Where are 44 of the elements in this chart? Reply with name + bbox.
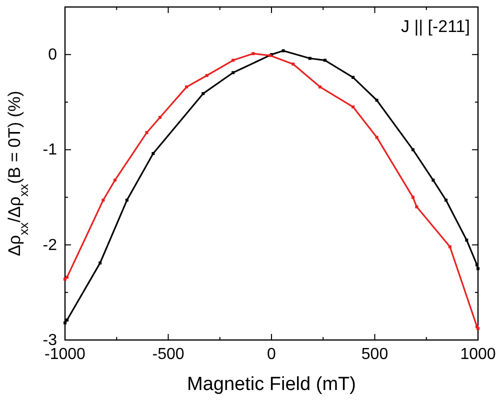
point bbox=[432, 178, 435, 182]
y-tick-label: -2 bbox=[42, 236, 58, 254]
point bbox=[282, 49, 285, 52]
point bbox=[292, 62, 295, 66]
y-tick-label: -1 bbox=[42, 142, 58, 159]
point bbox=[202, 92, 205, 96]
point bbox=[308, 56, 312, 60]
point bbox=[185, 85, 188, 88]
y-tick-label: 0 bbox=[48, 46, 58, 64]
point bbox=[411, 148, 414, 152]
point bbox=[465, 238, 468, 242]
point bbox=[444, 198, 448, 202]
point bbox=[232, 71, 235, 74]
point bbox=[145, 131, 148, 134]
point bbox=[375, 136, 378, 139]
x-tick-label: -500 bbox=[152, 346, 184, 363]
point bbox=[476, 267, 480, 270]
point bbox=[448, 245, 452, 248]
point bbox=[205, 74, 208, 78]
point bbox=[318, 85, 322, 88]
point bbox=[352, 105, 355, 108]
point bbox=[152, 152, 155, 156]
point bbox=[323, 58, 326, 62]
point bbox=[352, 76, 355, 79]
point bbox=[415, 205, 418, 208]
x-tick-label: 0 bbox=[267, 346, 276, 363]
annotation: J || [-211] bbox=[401, 17, 470, 36]
point bbox=[98, 261, 102, 264]
point bbox=[64, 321, 66, 324]
point bbox=[113, 178, 116, 182]
point bbox=[66, 318, 69, 322]
point bbox=[125, 198, 128, 202]
x-tick-label: 1000 bbox=[460, 346, 496, 363]
point bbox=[411, 196, 414, 199]
point bbox=[232, 58, 235, 62]
point bbox=[375, 98, 378, 102]
point bbox=[158, 116, 162, 119]
point bbox=[102, 198, 105, 202]
x-axis-title: Magnetic Field (mT) bbox=[187, 374, 356, 395]
x-tick-label: -1000 bbox=[44, 346, 86, 363]
point bbox=[66, 276, 69, 279]
point bbox=[252, 52, 255, 56]
y-tick-label: -3 bbox=[42, 332, 58, 349]
x-tick-label: 500 bbox=[361, 346, 388, 363]
